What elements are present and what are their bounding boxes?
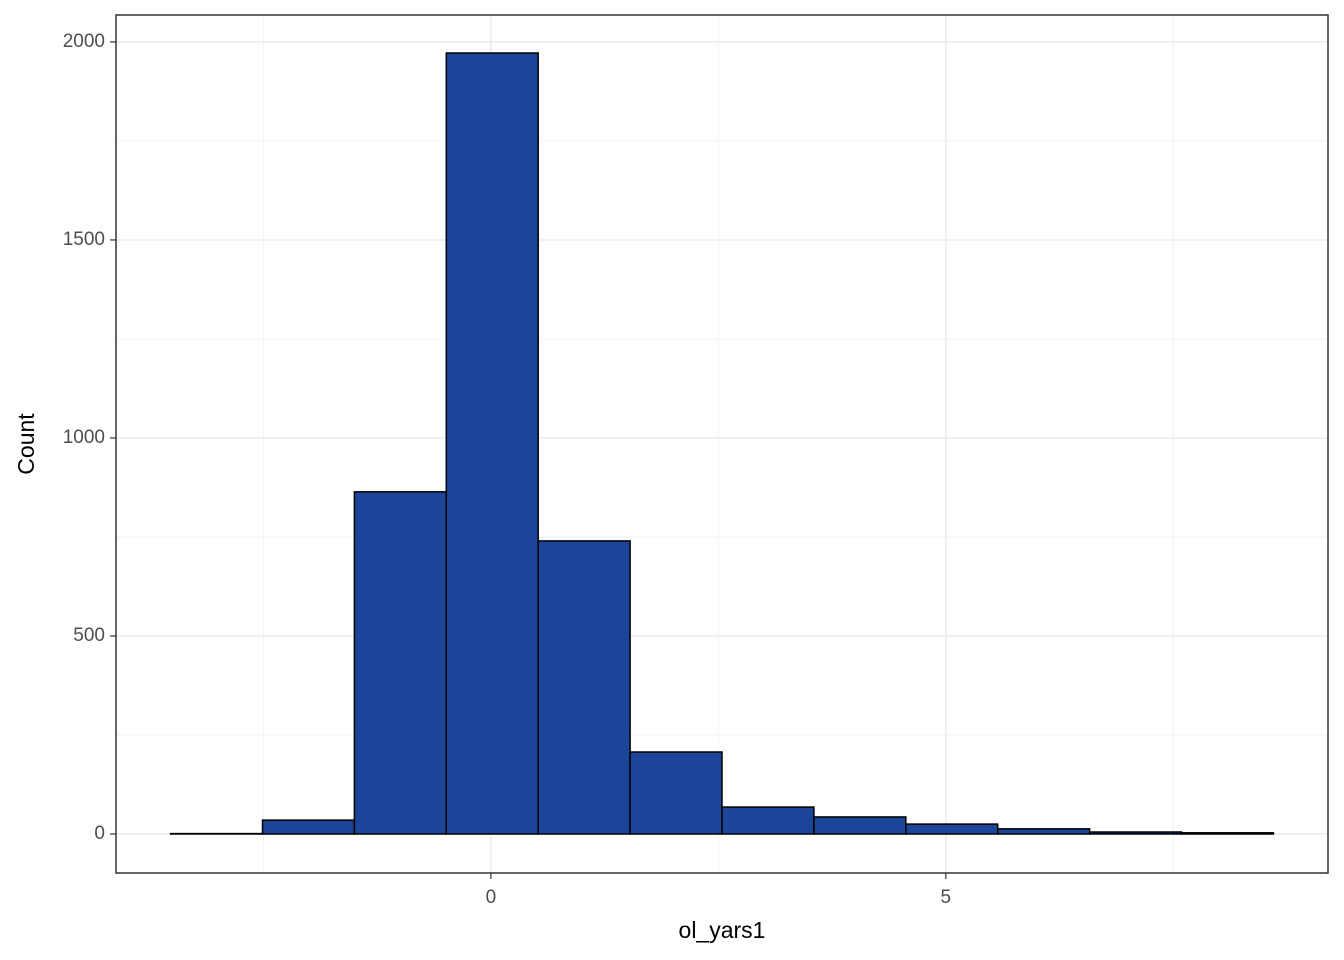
- bar: [353, 491, 448, 835]
- bar: [1088, 831, 1183, 835]
- plot-border: [115, 14, 1329, 874]
- x-tick-label: 0: [486, 887, 497, 908]
- y-axis-label: Count: [13, 413, 39, 475]
- bar: [537, 540, 631, 835]
- y-tick-label: 1500: [63, 229, 105, 250]
- y-tick-label: 1000: [63, 427, 105, 448]
- bar: [996, 828, 1091, 835]
- bar: [813, 816, 907, 835]
- bar: [721, 806, 815, 835]
- bar: [905, 823, 999, 835]
- x-axis-label: ol_yars1: [679, 917, 766, 943]
- bar: [261, 819, 356, 835]
- x-tick-label: 5: [941, 887, 952, 908]
- y-tick-label: 2000: [63, 31, 105, 52]
- bar: [445, 52, 539, 835]
- bar: [1180, 832, 1275, 835]
- y-tick-label: 500: [73, 625, 105, 646]
- y-tick-label: 0: [94, 823, 105, 844]
- bar: [629, 751, 723, 835]
